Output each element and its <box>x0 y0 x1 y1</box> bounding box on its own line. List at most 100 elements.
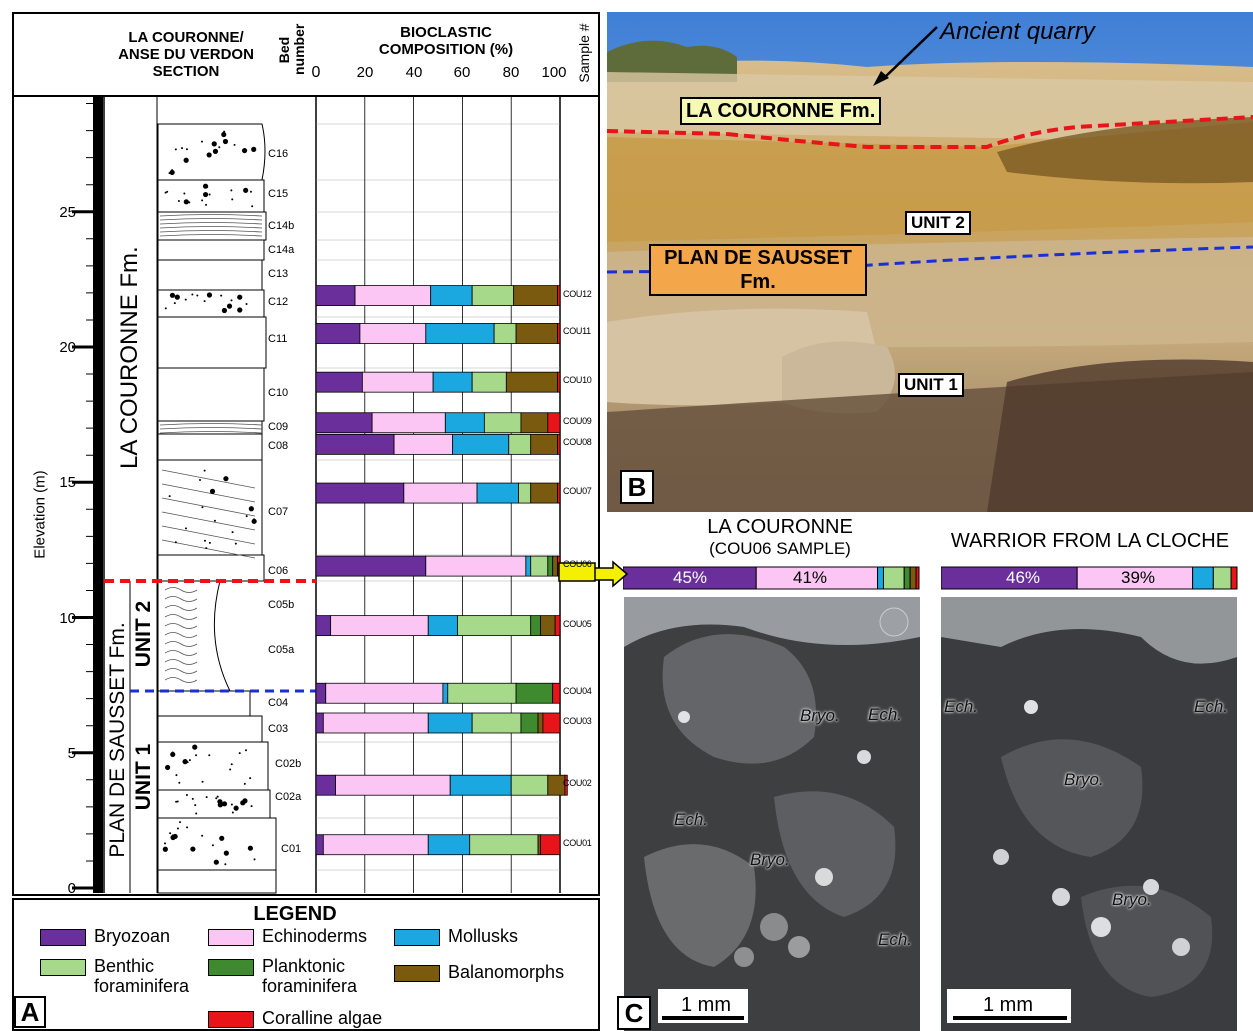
litho-grain <box>182 759 188 765</box>
litho-grain <box>238 752 241 755</box>
bed-label: C14b <box>268 220 295 232</box>
bar-segment-mollusks <box>525 555 532 577</box>
legend-swatch <box>394 929 440 946</box>
bar-segment-balanomorphs <box>537 712 544 734</box>
bed-label: C02b <box>275 758 302 770</box>
litho-lamination <box>159 226 263 229</box>
litho-grain <box>165 764 171 771</box>
bar-segment-benthic-foraminifera <box>530 555 549 577</box>
litho-grain <box>207 294 210 297</box>
bar-segment-echinoderms <box>322 712 429 734</box>
bar-segment-benthic-foraminifera <box>510 774 549 796</box>
litho-grain <box>233 143 236 146</box>
bar-segment-bryozoan <box>315 433 395 455</box>
left-title-1: LA COURONNE <box>707 516 853 538</box>
section-title: LA COURONNE/ ANSE DU VERDON SECTION <box>100 29 272 80</box>
litho-burrow <box>164 587 198 593</box>
legend-title: LEGEND <box>253 903 337 925</box>
litho-grain <box>222 138 229 145</box>
litho-grain <box>249 190 252 193</box>
bar-segment-echinoderms <box>330 615 429 637</box>
x-tick-label: 40 <box>405 64 423 81</box>
litho-lamination <box>159 218 263 221</box>
comp-segment-coralline-algae <box>1230 566 1238 590</box>
litho-crossbed <box>161 469 256 489</box>
bar-segment-echinoderms <box>425 555 527 577</box>
bed-label: C01 <box>281 843 302 855</box>
litho-grain <box>245 515 248 518</box>
litho-grain <box>230 763 233 766</box>
litho-grain <box>188 759 191 762</box>
bar-segment-mollusks <box>476 482 519 504</box>
legend-swatch <box>208 929 254 946</box>
x-tick-label: 20 <box>356 64 374 81</box>
bar-segment-mollusks <box>449 774 512 796</box>
litho-grain <box>174 148 177 151</box>
litho-grain <box>196 294 199 297</box>
bar-segment-coralline-algae <box>540 834 561 856</box>
annotation-ech: Ech. <box>868 705 903 724</box>
bed-label: C05a <box>268 644 295 656</box>
sample-label: COU01 <box>563 837 592 848</box>
outcrop-photo <box>607 12 1253 512</box>
bar-segment-echinoderms <box>393 433 454 455</box>
sample-label: COU12 <box>563 288 592 299</box>
bar-segment-echinoderms <box>403 482 478 504</box>
sample-label: COU11 <box>563 326 591 337</box>
litho-lamination <box>159 214 263 217</box>
sample-label: COU05 <box>563 618 592 629</box>
litho-grain <box>177 199 180 202</box>
litho-grain <box>211 844 214 847</box>
sample-label: COU04 <box>563 686 592 697</box>
litho-grain <box>201 199 204 202</box>
bar-segment-mollusks <box>427 834 471 856</box>
bar-segment-bryozoan <box>315 412 373 434</box>
bar-segment-coralline-algae <box>557 433 561 455</box>
bar-segment-benthic-foraminifera <box>471 371 507 393</box>
litho-grain <box>172 833 178 840</box>
legend-swatch <box>208 959 254 976</box>
panel-c-label: C <box>617 996 651 1030</box>
litho-burrow <box>164 650 198 656</box>
litho-grain <box>200 140 203 143</box>
litho-grain <box>247 845 253 851</box>
litho-grain <box>205 203 208 206</box>
litho-grain <box>206 152 212 158</box>
litho-grain <box>208 541 211 544</box>
legend-swatch <box>394 965 440 982</box>
bar-segment-bryozoan <box>315 774 336 796</box>
bar-segment-balanomorphs <box>513 285 558 307</box>
bar-segment-coralline-algae <box>547 412 561 434</box>
bed-label: C03 <box>268 723 289 735</box>
comp-segment-benthic-foraminifera <box>882 566 905 590</box>
sample-label: COU10 <box>563 375 592 386</box>
x-tick-label: 80 <box>502 64 520 81</box>
litho-grain <box>221 131 227 138</box>
bar-segment-mollusks <box>425 323 495 344</box>
bed-label: C15 <box>268 188 289 200</box>
litho-grain <box>202 191 209 198</box>
x-tick-label: 60 <box>453 64 471 81</box>
plan-de-sausset-formation-label: PLAN DE SAUSSET Fm. <box>106 622 129 858</box>
bar-segment-balanomorphs <box>530 482 558 504</box>
bar-segment-coralline-algae <box>557 371 561 393</box>
litho-grain <box>220 294 223 297</box>
litho-lamination <box>159 230 263 233</box>
bar-segment-bryozoan <box>315 615 332 637</box>
litho-grain <box>192 744 198 750</box>
right-echinoderm-pct: 39% <box>1120 568 1156 587</box>
bar-segment-benthic-foraminifera <box>469 834 539 856</box>
litho-grain <box>243 187 249 193</box>
y-tick-label: 25 <box>59 204 76 221</box>
litho-grain <box>206 186 209 189</box>
right-bryozoan-pct: 46% <box>1005 568 1041 587</box>
la-couronne-photo-label: LA COURONNE Fm. <box>680 97 882 125</box>
unit-2-label: UNIT 2 <box>132 600 155 668</box>
litho-grain <box>231 198 234 201</box>
annotation-bryo: Bryo. <box>800 706 840 725</box>
panel-a-frame <box>12 12 600 896</box>
bar-segment-balanomorphs <box>530 433 558 455</box>
litho-burrow <box>164 632 198 638</box>
comp-segment-mollusks <box>877 566 884 590</box>
litho-grain <box>234 542 237 545</box>
